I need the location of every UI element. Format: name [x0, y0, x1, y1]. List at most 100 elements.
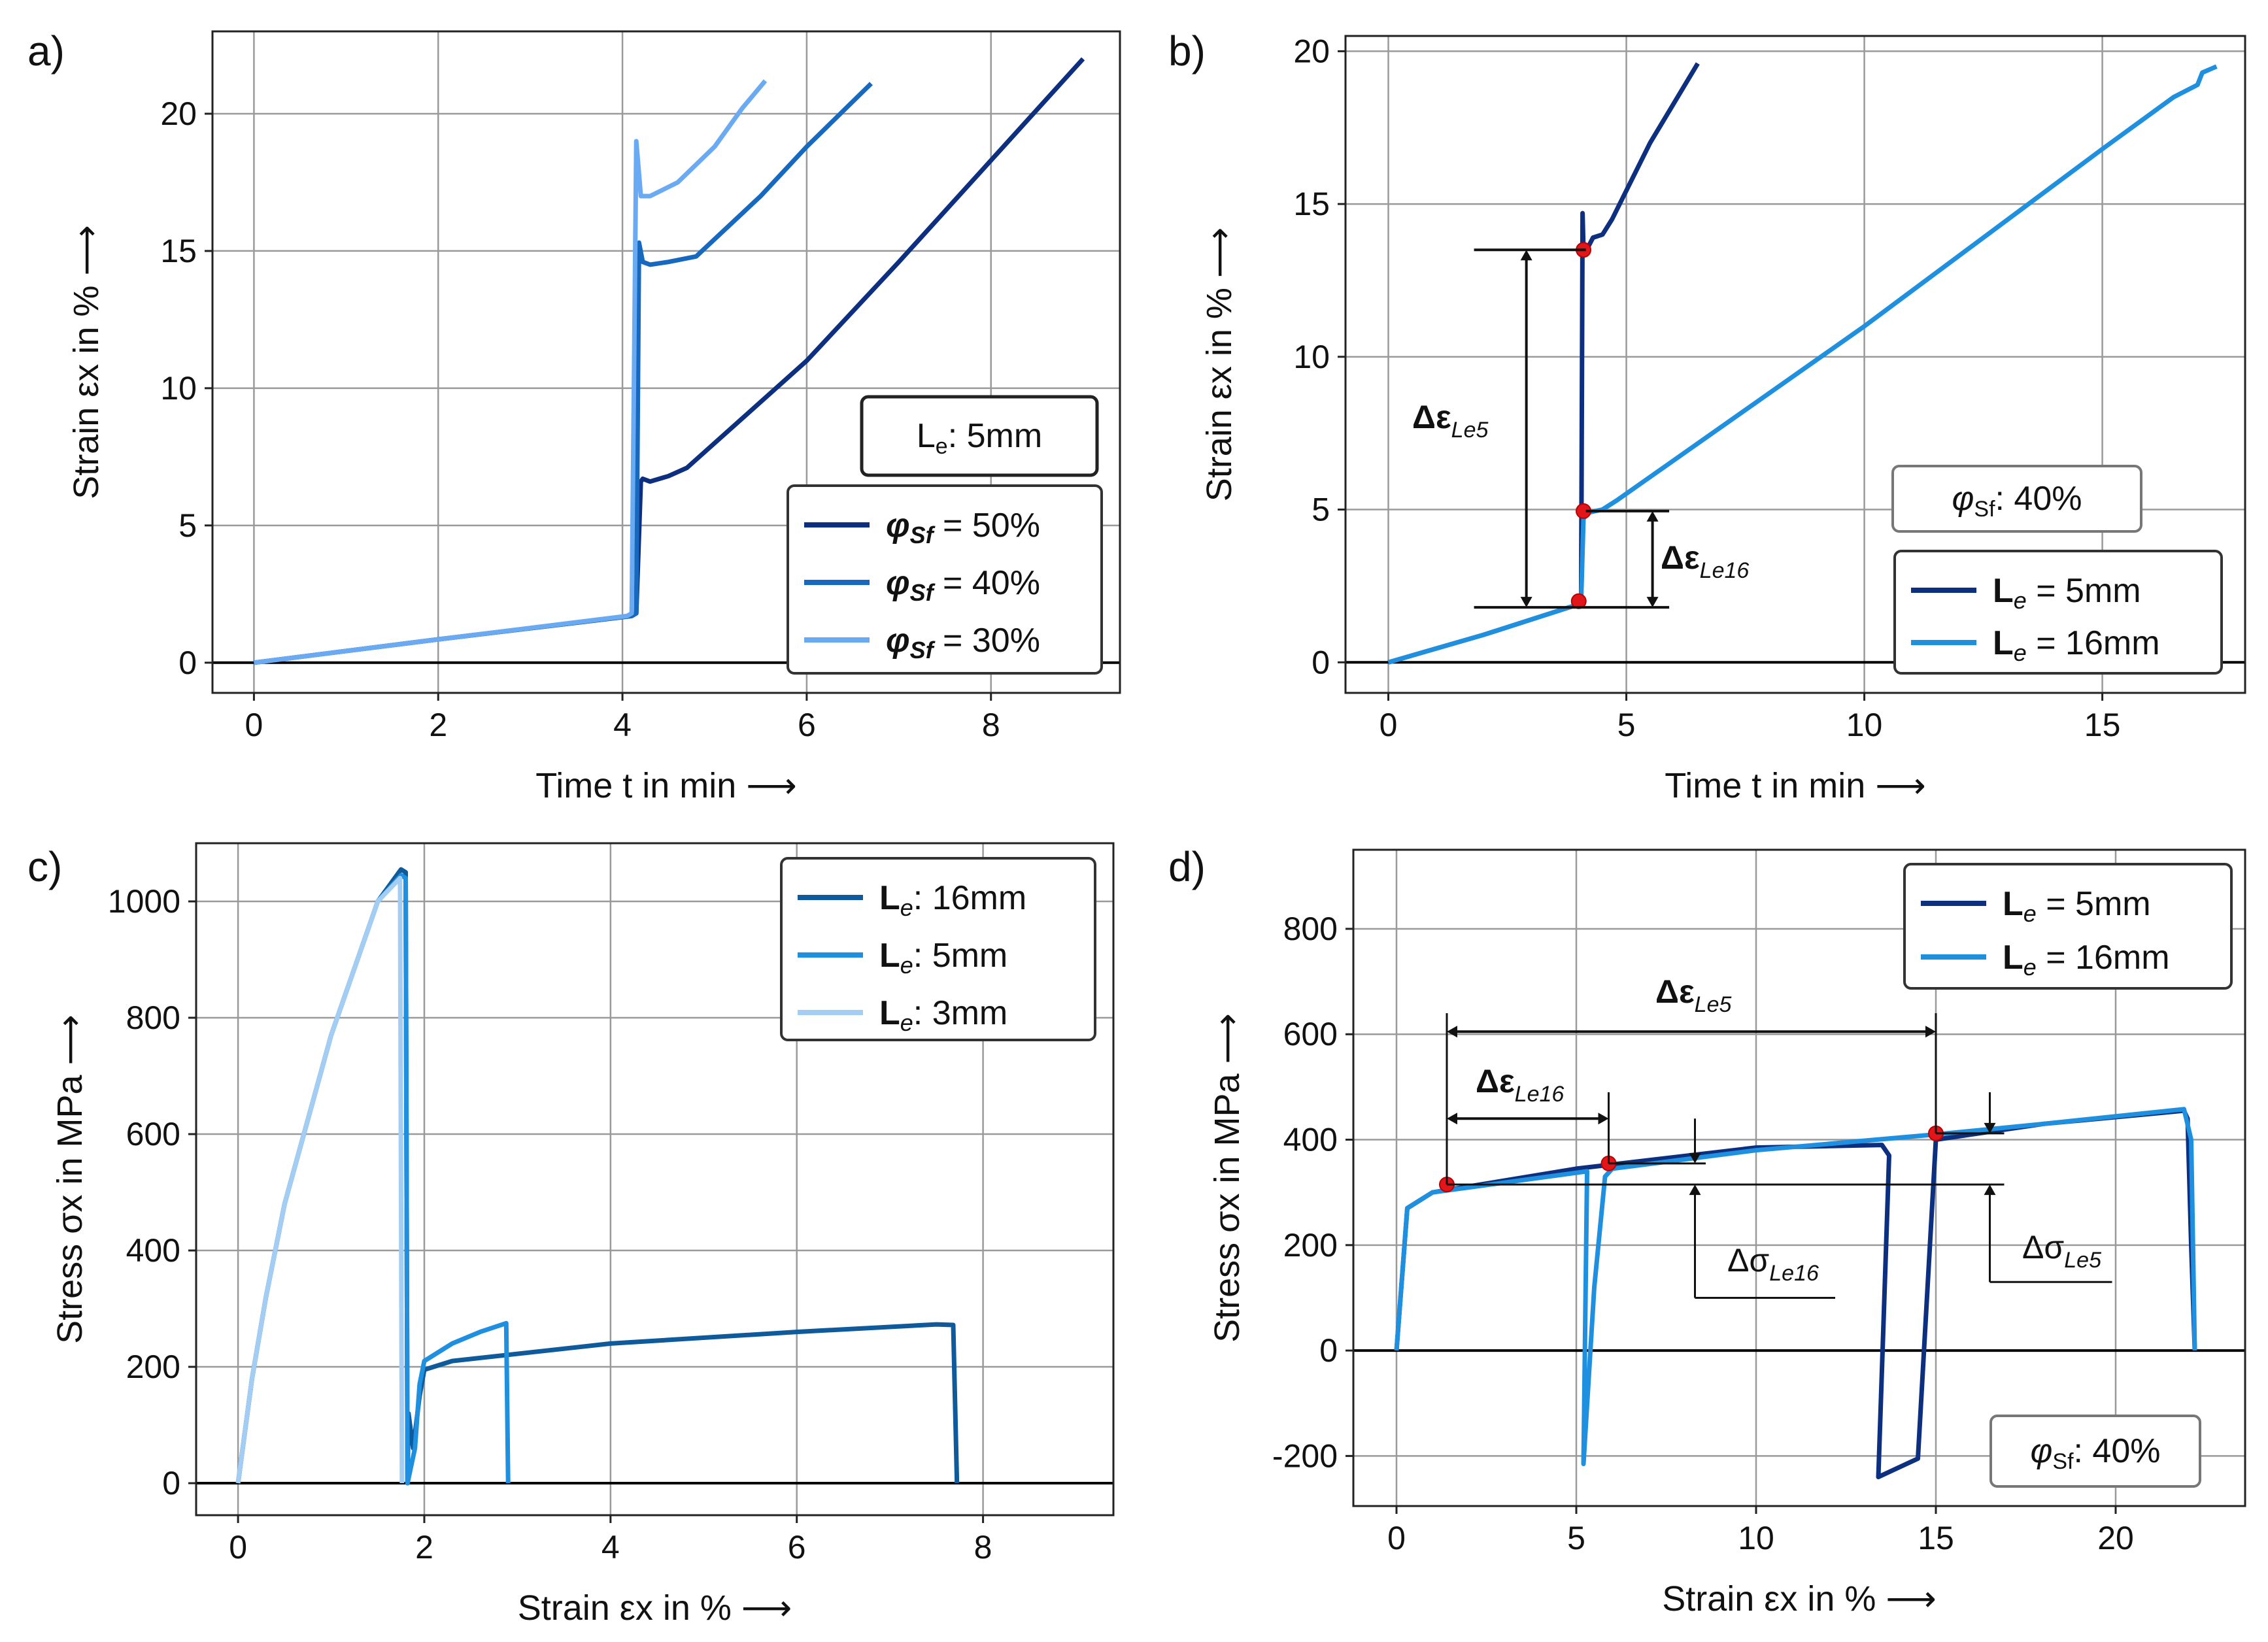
- annotation-label: ΔεLe16: [1476, 1063, 1564, 1107]
- plot-frame: [211, 30, 1121, 694]
- series-line-2: [235, 875, 405, 1484]
- y-tick-label: 0: [162, 1465, 180, 1501]
- annotation-label: ΔεLe5: [1412, 399, 1488, 443]
- y-tick-label: 400: [126, 1232, 180, 1269]
- x-tick-label: 20: [2097, 1520, 2134, 1556]
- x-tick-label: 4: [601, 1529, 620, 1566]
- x-tick-label: 4: [613, 707, 632, 743]
- x-tick-label: 6: [788, 1529, 806, 1566]
- arrow-head: [1520, 250, 1532, 261]
- panel-label-a: a): [27, 27, 65, 75]
- info-box-b: φSf: 40%: [1891, 465, 2142, 533]
- y-tick-label: 15: [160, 233, 197, 269]
- panel-label-b: b): [1168, 27, 1206, 75]
- legend-label: Le: 3mm: [879, 994, 1007, 1036]
- plot-frame: [1344, 35, 2246, 694]
- series-line-1: [235, 873, 511, 1486]
- annotation-label: ΔεLe5: [1655, 973, 1731, 1017]
- arrow-head: [1925, 1026, 1936, 1038]
- y-tick-label: 20: [160, 95, 197, 132]
- grid-c: [196, 843, 1113, 1515]
- plot-frame: [1352, 848, 2246, 1507]
- x-tick-label: 5: [1617, 707, 1636, 743]
- info-box-frame: [1989, 1415, 2201, 1488]
- y-axis-label: Strain εx in % ⟶: [67, 225, 106, 499]
- annotation-delta-eps-b: ΔεLe5 ΔεLe16: [1412, 248, 1749, 609]
- arrow-head: [1984, 1184, 1996, 1196]
- legend-label: φSf = 40%: [886, 564, 1040, 606]
- info-box-frame: [860, 395, 1099, 477]
- legend-box: [787, 484, 1103, 675]
- x-tick-label: 0: [245, 707, 263, 743]
- y-tick-label: 600: [1283, 1016, 1338, 1052]
- x-tick-label: 10: [1738, 1520, 1774, 1556]
- y-tick-label: 10: [1293, 339, 1330, 375]
- arrow-head: [1689, 1184, 1701, 1196]
- panel-label-d: d): [1168, 843, 1206, 890]
- y-tick-label: 1000: [108, 883, 180, 920]
- x-tick-label: 2: [429, 707, 447, 743]
- annotation-deltas-d: ΔεLe5 ΔεLe16 ΔσLe16 ΔσLe5: [1446, 973, 2112, 1299]
- legend-d: Le = 5mm Le = 16mm: [1903, 863, 2233, 990]
- x-tick-label: 10: [1846, 707, 1883, 743]
- legend-label: φSf = 50%: [886, 507, 1040, 548]
- arrow-head: [1984, 1122, 1996, 1133]
- x-axis-label: Strain εx in % ⟶: [1662, 1579, 1937, 1618]
- info-box-a: Le: 5mm: [860, 395, 1099, 477]
- info-box-text: φSf: 40%: [1952, 480, 2082, 522]
- x-tick-label: 8: [982, 707, 1000, 743]
- legend-label: Le: 5mm: [879, 937, 1007, 979]
- y-tick-label: 15: [1293, 186, 1330, 222]
- y-tick-label: 0: [1319, 1332, 1338, 1369]
- legend-a: φSf = 50% φSf = 40% φSf = 30%: [787, 484, 1103, 675]
- arrow-head: [1447, 1026, 1457, 1038]
- y-tick-label: 5: [1312, 492, 1330, 528]
- y-tick-label: 400: [1283, 1122, 1338, 1158]
- y-tick-label: 0: [178, 645, 197, 681]
- panel-a: a) 0 2 4 6 8 0 5 10 15 20 Time t in min ⟶ Strain εx …: [27, 27, 1121, 805]
- y-tick-label: 200: [126, 1349, 180, 1385]
- arrow-head: [1689, 1152, 1701, 1164]
- y-tick-label: -200: [1272, 1437, 1338, 1474]
- x-tick-label: 8: [974, 1529, 992, 1566]
- legend-b: Le = 5mm Le = 16mm: [1893, 550, 2223, 675]
- panel-label-c: c): [27, 843, 62, 890]
- x-axis-label: Time t in min ⟶: [535, 766, 796, 805]
- legend-label: φSf = 30%: [886, 622, 1040, 663]
- info-box-text: Le: 5mm: [917, 417, 1042, 459]
- panel-c: c) 0 2 4 6 8 0 200 400 600 800 1000 Strain εx in % ⟶…: [27, 842, 1115, 1628]
- x-tick-label: 2: [415, 1529, 433, 1566]
- y-tick-label: 800: [126, 999, 180, 1036]
- y-tick-label: 600: [126, 1116, 180, 1152]
- legend-box: [780, 857, 1096, 1041]
- info-box-d: φSf: 40%: [1989, 1415, 2201, 1488]
- x-tick-label: 15: [2084, 707, 2121, 743]
- arrow-head: [1646, 597, 1659, 608]
- y-tick-label: 800: [1283, 911, 1338, 947]
- x-tick-label: 6: [798, 707, 816, 743]
- arrow-head: [1646, 511, 1659, 522]
- series-line-2: [253, 79, 768, 665]
- x-axis-label: Strain εx in % ⟶: [518, 1588, 792, 1628]
- plot-frame: [195, 842, 1115, 1516]
- series-line-1: [1394, 1107, 2197, 1466]
- y-tick-label: 200: [1283, 1227, 1338, 1264]
- y-tick-label: 20: [1293, 33, 1330, 69]
- annotation-label: ΔεLe16: [1661, 539, 1749, 583]
- panel-b: b) 0 5 10 15 0 5 10 15 20 Time t in min ⟶ Strain εx…: [1168, 27, 2246, 805]
- x-tick-label: 0: [229, 1529, 247, 1566]
- info-box-text: φSf: 40%: [2030, 1432, 2160, 1474]
- legend-label: Le = 16mm: [2003, 939, 2170, 980]
- legend-label: Le = 5mm: [2003, 885, 2151, 927]
- legend-label: Le: 16mm: [879, 879, 1026, 921]
- y-axis-label: Strain εx in % ⟶: [1200, 227, 1239, 502]
- legend-c: Le: 16mm Le: 5mm Le: 3mm: [780, 857, 1096, 1041]
- annotation-label: ΔσLe16: [1727, 1242, 1819, 1286]
- y-axis-label: Stress σx in MPa ⟶: [50, 1014, 90, 1344]
- x-tick-label: 0: [1387, 1520, 1406, 1556]
- y-tick-label: 5: [178, 507, 197, 544]
- x-tick-label: 0: [1379, 707, 1398, 743]
- x-tick-label: 15: [1918, 1520, 1954, 1556]
- arrow-head: [1598, 1113, 1609, 1125]
